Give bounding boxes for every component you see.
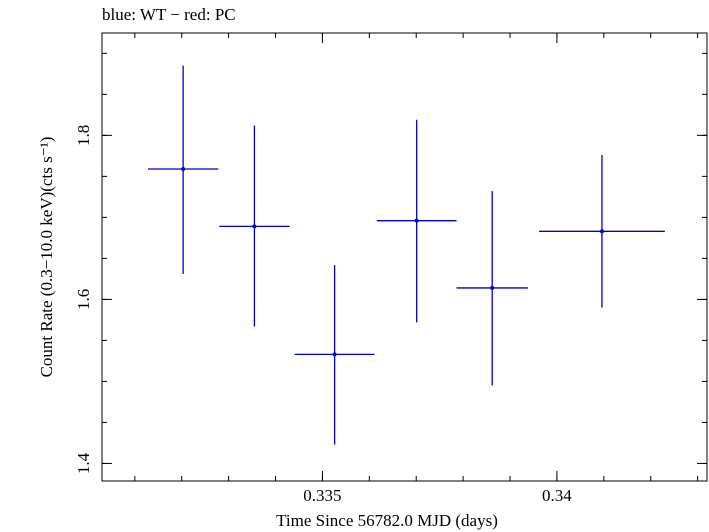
data-point: [490, 285, 495, 290]
y-axis-label: Count Rate (0.3−10.0 keV)(cts s⁻¹): [37, 137, 56, 378]
x-axis-label: Time Since 56782.0 MJD (days): [276, 511, 498, 530]
major-ticks: [102, 33, 707, 481]
x-tick-label: 0.335: [303, 486, 341, 505]
y-tick-label: 1.6: [74, 289, 93, 310]
y-tick-label: 1.4: [74, 452, 93, 474]
data-point: [252, 224, 257, 229]
data-point: [332, 352, 337, 357]
chart-title: blue: WT − red: PC: [102, 5, 236, 24]
x-tick-label: 0.34: [542, 486, 572, 505]
plot-frame: [101, 32, 708, 482]
data-marks: [147, 65, 665, 445]
data-point: [599, 229, 604, 234]
data-point: [181, 166, 186, 171]
data-point: [414, 218, 419, 223]
y-tick-label: 1.8: [74, 125, 93, 146]
tick-labels: 0.335 0.34 1.4 1.6 1.8: [74, 125, 572, 505]
